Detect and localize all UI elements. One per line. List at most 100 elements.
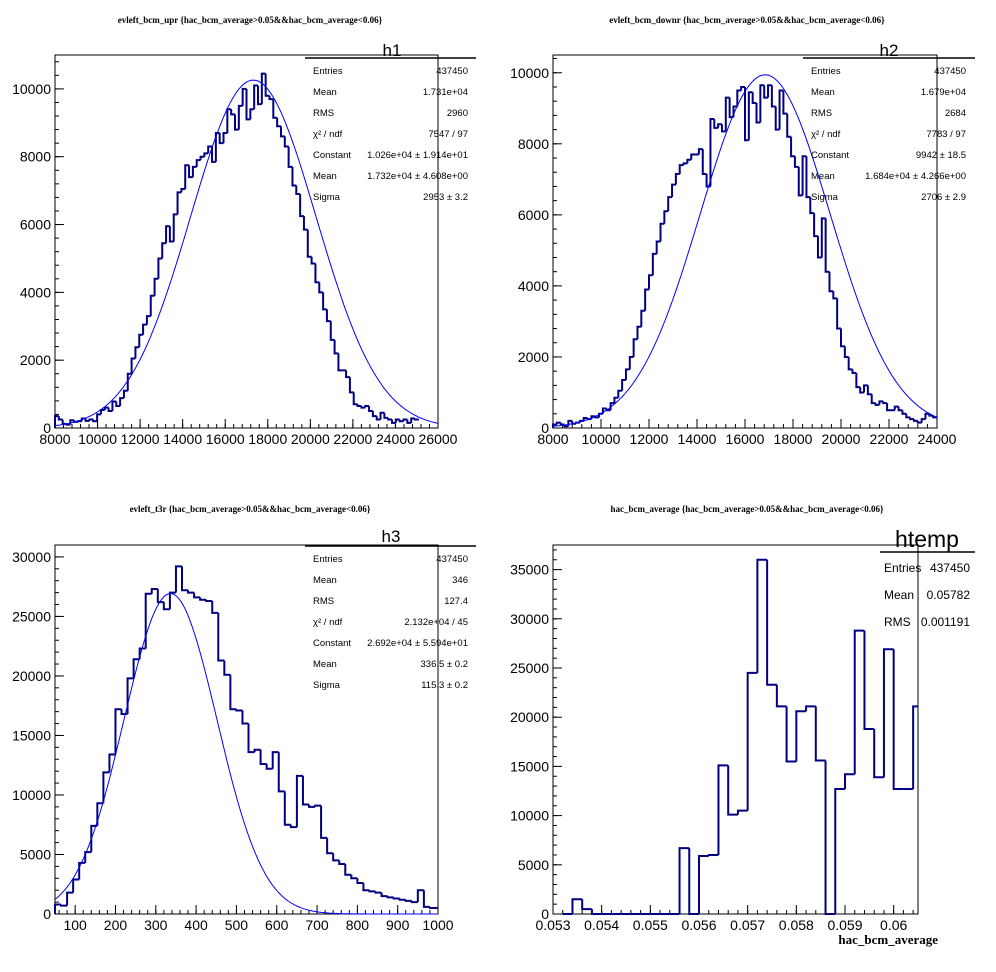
- histogram-bin: [61, 419, 67, 425]
- histogram-bin: [928, 413, 934, 417]
- x-tick-label: 22000: [870, 431, 909, 447]
- histogram-bin: [688, 848, 699, 915]
- histogram-bin: [674, 173, 680, 185]
- histogram-bin: [697, 148, 703, 155]
- stats-label: Sigma: [313, 192, 341, 203]
- histogram-bin: [153, 277, 159, 296]
- histogram-bin: [126, 372, 132, 391]
- histogram-bin: [905, 413, 911, 419]
- plot-frame: [54, 544, 439, 915]
- histogram-bin: [775, 684, 787, 708]
- stats-label: Sigma: [313, 680, 341, 691]
- histogram-bin: [886, 403, 891, 412]
- histogram-bin: [398, 419, 404, 423]
- histogram-bin: [326, 837, 334, 855]
- histogram-bin: [893, 405, 899, 411]
- histogram-bin: [609, 402, 615, 411]
- histogram-bin: [259, 749, 267, 766]
- histogram-bin: [264, 73, 270, 97]
- chart-title: evleft_t3r {hac_bcm_average>0.05&&hac_bc…: [130, 504, 371, 514]
- y-tick-label: 20000: [510, 709, 549, 725]
- x-tick-label: 200: [104, 917, 128, 933]
- histogram-bin: [253, 84, 258, 110]
- histogram-bin: [184, 164, 190, 189]
- histogram-bin: [122, 389, 128, 399]
- histogram-bin: [138, 333, 144, 348]
- stats-label: Mean: [313, 87, 337, 98]
- histogram-bin: [782, 90, 788, 115]
- histogram-bin: [651, 252, 657, 276]
- histogram-bin: [793, 156, 799, 168]
- histogram-bin: [96, 413, 101, 422]
- x-tick-label: 10000: [582, 431, 621, 447]
- histogram-bin: [283, 136, 289, 148]
- stats-label: RMS: [313, 108, 334, 119]
- histogram-bin: [873, 729, 884, 779]
- stats-value: 346: [452, 575, 468, 586]
- histogram-bin: [559, 422, 565, 426]
- histogram-bin: [805, 705, 816, 712]
- histogram-bin: [165, 225, 170, 244]
- histogram-bin: [207, 145, 213, 154]
- x-tick-label: 16000: [206, 431, 245, 447]
- x-tick-label: 18000: [774, 431, 813, 447]
- histogram-bin: [428, 906, 436, 910]
- histogram-bin: [924, 412, 930, 420]
- histogram-bin: [581, 899, 592, 911]
- histogram-bin: [790, 136, 795, 158]
- histogram-bin: [778, 89, 784, 130]
- histogram-bin: [332, 853, 340, 862]
- x-tick-label: 0.053: [535, 917, 570, 933]
- histogram-bin: [57, 416, 63, 421]
- stats-label: Mean: [313, 171, 337, 182]
- histogram-bin: [759, 84, 765, 123]
- plot-frame: [552, 544, 919, 915]
- histogram-bin: [241, 710, 249, 725]
- histogram-bin: [912, 705, 918, 790]
- x-tick-label: 20000: [822, 431, 861, 447]
- stats-value: 1.732e+04 ± 4.608e+00: [367, 171, 468, 182]
- histogram-bin: [368, 890, 376, 893]
- histogram-bin: [277, 752, 285, 793]
- histogram-bin: [555, 421, 561, 425]
- histogram-bin: [774, 106, 780, 131]
- histogram-bin: [241, 87, 247, 106]
- stats-value: 9942 ± 18.5: [916, 150, 966, 161]
- histogram-bin: [203, 152, 209, 157]
- histogram-bin: [756, 558, 768, 673]
- chart-pad-h2: evleft_bcm_downr {hac_bcm_average>0.05&&…: [510, 15, 975, 447]
- histogram-bin: [834, 788, 845, 914]
- y-tick-label: 10000: [12, 81, 51, 97]
- stats-label: Entries: [313, 66, 343, 77]
- histogram-bin: [268, 95, 274, 101]
- histogram-bin: [356, 404, 362, 407]
- stats-value: 0.05782: [927, 588, 971, 602]
- y-tick-label: 4000: [20, 284, 51, 300]
- x-tick-label: 24000: [376, 431, 415, 447]
- histogram-bin: [709, 117, 715, 187]
- stats-label: Mean: [313, 659, 337, 670]
- stats-value: 1.684e+04 ± 4.266e+00: [865, 171, 966, 182]
- x-tick-label: 24000: [918, 431, 957, 447]
- histogram-bin: [632, 338, 638, 357]
- histogram-bin: [320, 805, 328, 839]
- stats-label: Mean: [811, 171, 835, 182]
- histogram-bin: [168, 226, 174, 243]
- histogram-bin: [582, 417, 588, 421]
- x-tick-label: 700: [305, 917, 329, 933]
- histogram-bin: [371, 411, 377, 418]
- x-tick-label: 8000: [39, 431, 70, 447]
- y-tick-label: 8000: [20, 149, 51, 165]
- histogram-bin: [863, 630, 875, 731]
- histogram-bin: [368, 405, 373, 413]
- stats-label: Entries: [884, 561, 921, 575]
- y-tick-label: 0: [43, 420, 51, 436]
- stats-value: 2960: [447, 108, 468, 119]
- histogram-bin: [402, 418, 408, 422]
- y-tick-label: 2000: [518, 349, 549, 365]
- histogram-bin: [199, 597, 207, 601]
- y-tick-label: 5000: [518, 857, 549, 873]
- histogram-bin: [590, 909, 602, 915]
- x-tick-label: 400: [184, 917, 208, 933]
